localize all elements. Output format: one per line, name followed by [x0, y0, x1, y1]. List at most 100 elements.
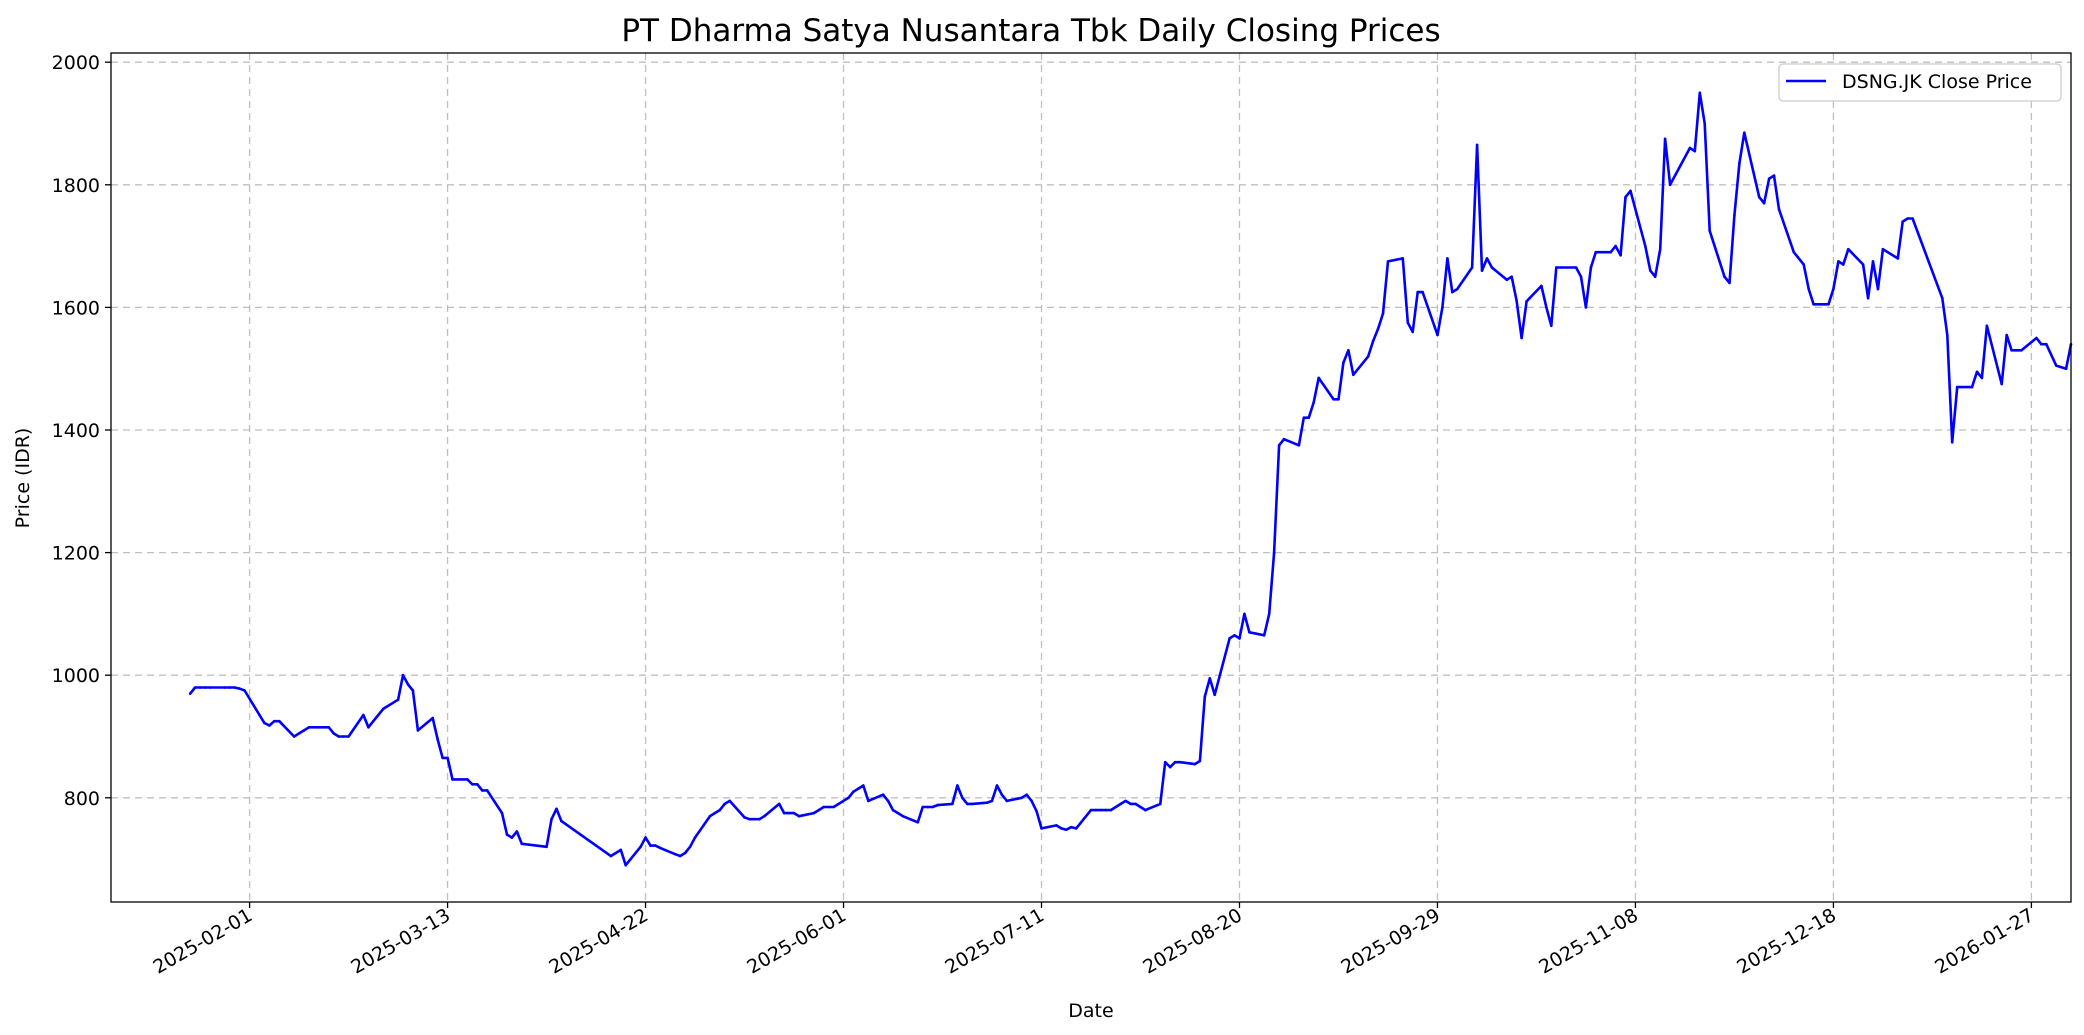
- data-point: [1896, 257, 1900, 260]
- data-point: [243, 689, 246, 692]
- data-point: [1159, 802, 1162, 806]
- data-point: [1663, 137, 1667, 141]
- data-point: [1723, 275, 1726, 279]
- data-point: [1649, 269, 1652, 272]
- data-point: [792, 811, 796, 815]
- data-point: [1876, 287, 1880, 291]
- data-point: [1109, 808, 1113, 812]
- data-point: [1668, 183, 1672, 187]
- data-point: [1555, 266, 1558, 269]
- data-point: [1411, 330, 1414, 334]
- data-point: [718, 808, 722, 812]
- data-point: [471, 783, 474, 786]
- data-point: [1332, 398, 1335, 401]
- data-point: [268, 724, 271, 727]
- data-point: [1203, 695, 1207, 698]
- data-point: [1144, 808, 1147, 812]
- data-point: [812, 811, 816, 815]
- data-point: [362, 713, 365, 717]
- data-point: [1881, 247, 1885, 251]
- data-point: [931, 805, 934, 809]
- data-point: [1376, 327, 1380, 331]
- data-point: [891, 808, 895, 812]
- y-tick-label: 2000: [52, 52, 100, 74]
- data-point: [901, 814, 905, 818]
- data-point: [550, 817, 553, 821]
- data-point: [396, 698, 400, 701]
- data-point: [787, 811, 791, 815]
- data-point: [743, 816, 746, 819]
- data-point: [401, 673, 405, 677]
- data-point: [1208, 677, 1212, 680]
- data-point: [476, 783, 479, 786]
- data-point: [2045, 342, 2048, 346]
- data-point: [1317, 376, 1320, 380]
- data-point: [1767, 177, 1771, 180]
- data-point: [708, 814, 712, 818]
- y-tick-label: 800: [64, 788, 100, 810]
- data-point: [1861, 263, 1865, 266]
- data-point: [441, 756, 444, 760]
- data-point: [654, 844, 657, 847]
- data-point: [1802, 263, 1805, 266]
- data-point: [896, 811, 900, 815]
- data-point: [1020, 796, 1023, 800]
- data-point: [1262, 634, 1266, 637]
- plot-frame: [110, 52, 2072, 903]
- data-point: [886, 799, 890, 803]
- data-point: [1525, 300, 1528, 303]
- data-point: [1213, 693, 1216, 697]
- data-point: [510, 836, 514, 839]
- data-point: [1757, 195, 1761, 199]
- data-point: [1055, 824, 1058, 827]
- data-point: [1520, 336, 1523, 340]
- data-point: [1693, 149, 1697, 153]
- data-point: [1871, 260, 1875, 263]
- data-point: [624, 863, 627, 867]
- data-point: [1094, 808, 1098, 812]
- data-point: [1688, 146, 1692, 150]
- data-point: [1777, 208, 1781, 211]
- data-point: [193, 686, 197, 689]
- data-point: [678, 854, 682, 858]
- data-point: [1550, 324, 1553, 328]
- data-point: [485, 789, 489, 792]
- data-point: [1406, 321, 1410, 325]
- data-point: [372, 719, 375, 723]
- data-point: [1698, 91, 1702, 95]
- data-point: [1584, 306, 1588, 309]
- data-point: [1837, 260, 1840, 263]
- data-point: [1594, 250, 1598, 254]
- data-point: [1703, 122, 1706, 125]
- data-point: [758, 817, 761, 821]
- data-point: [208, 686, 212, 689]
- data-point: [480, 789, 484, 792]
- data-point: [555, 807, 558, 811]
- data-point: [258, 713, 261, 717]
- data-point: [1134, 802, 1137, 806]
- data-point: [2035, 336, 2038, 340]
- data-point: [1772, 174, 1776, 177]
- data-point: [1401, 257, 1405, 260]
- data-point: [1470, 266, 1474, 269]
- data-point: [2005, 333, 2008, 337]
- data-point: [1030, 799, 1033, 803]
- data-point: [1946, 333, 1949, 337]
- data-point: [832, 805, 835, 809]
- data-point: [1807, 287, 1810, 291]
- data-point: [500, 811, 504, 815]
- data-point: [797, 814, 801, 818]
- data-point: [1069, 825, 1073, 829]
- data-point: [1559, 266, 1563, 269]
- data-point: [921, 805, 924, 809]
- legend: DSNG.JK Close Price: [1778, 63, 2062, 102]
- data-point: [1421, 290, 1424, 294]
- data-point: [614, 851, 618, 855]
- data-point: [881, 793, 885, 796]
- data-point: [936, 803, 939, 807]
- data-point: [1906, 217, 1909, 220]
- data-point: [1955, 385, 1959, 389]
- data-point: [1178, 760, 1182, 764]
- data-point: [1337, 398, 1340, 401]
